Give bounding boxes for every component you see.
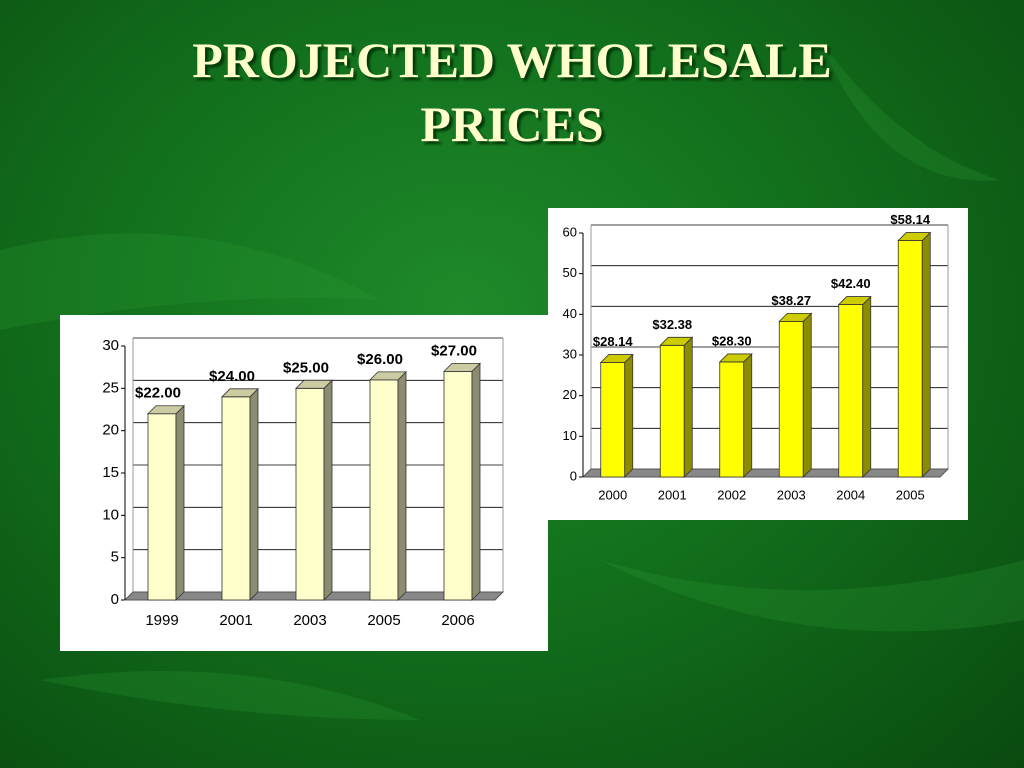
y-tick-label: 10 (102, 506, 119, 523)
back-wall-edge (132, 338, 504, 592)
bar-top (778, 312, 813, 322)
bar-top (295, 379, 333, 389)
bar-side (175, 404, 185, 601)
bar-side (743, 352, 753, 478)
bar-top (659, 336, 694, 346)
y-tick-label: 10 (563, 428, 577, 443)
y-tick-label: 25 (102, 379, 119, 396)
bar-side (683, 336, 693, 478)
bar (719, 361, 745, 478)
value-label: $28.14 (593, 334, 634, 349)
bar-side (471, 362, 481, 601)
x-tick-label: 2002 (717, 487, 746, 502)
value-label: $58.14 (890, 212, 931, 227)
y-tick-label: 60 (563, 224, 577, 239)
bar-top (443, 363, 481, 372)
x-tick-label: 2005 (367, 612, 400, 629)
y-tick-label: 20 (102, 422, 119, 439)
leaf-decoration (820, 40, 1000, 181)
back-wall-edge (590, 225, 949, 469)
bar-side (862, 295, 872, 478)
slide-title: PROJECTED WHOLESALE PRICES (192, 32, 832, 152)
x-tick-label: 2006 (441, 612, 474, 629)
value-label: $22.00 (135, 385, 181, 402)
bar (443, 370, 473, 601)
bar-side (921, 231, 931, 478)
bar-side (802, 312, 812, 478)
value-label: $25.00 (283, 359, 329, 376)
bar-top (147, 405, 185, 415)
bar (600, 362, 626, 478)
bar-top (369, 371, 407, 381)
bar-top (718, 353, 753, 363)
x-tick-label: 2004 (836, 487, 865, 502)
y-tick-label: 20 (563, 387, 577, 402)
floor (581, 468, 950, 478)
bar-side (249, 387, 259, 601)
x-tick-label: 2000 (598, 487, 627, 502)
value-label: $32.38 (652, 317, 692, 332)
y-tick-label: 30 (563, 346, 577, 361)
y-tick-label: 30 (102, 337, 119, 354)
bar-top (837, 296, 872, 305)
x-tick-label: 2003 (293, 612, 326, 629)
bar-top (897, 232, 932, 241)
x-tick-label: 1999 (145, 612, 178, 629)
value-label: $27.00 (431, 342, 477, 359)
bar (369, 379, 399, 601)
x-tick-label: 2005 (896, 487, 925, 502)
bar (221, 396, 251, 601)
x-tick-label: 2001 (219, 612, 252, 629)
x-tick-label: 2003 (777, 487, 806, 502)
leaf-decoration (40, 671, 420, 720)
y-tick-label: 15 (102, 464, 119, 481)
y-tick-label: 50 (563, 265, 577, 280)
y-tick-label: 0 (570, 468, 577, 483)
value-label: $38.27 (771, 293, 811, 308)
bar (838, 304, 864, 478)
value-label: $42.40 (831, 276, 871, 291)
y-tick-label: 5 (111, 549, 119, 566)
bar-side (397, 370, 407, 601)
bar (295, 387, 325, 601)
value-label: $26.00 (357, 351, 403, 368)
bar-top (221, 388, 259, 398)
x-tick-label: 2001 (658, 487, 687, 502)
bar (147, 413, 177, 601)
leaf-decoration (600, 560, 1024, 632)
bar (778, 320, 804, 478)
bar-top (599, 354, 634, 363)
y-tick-label: 40 (563, 306, 577, 321)
bar-side (323, 379, 333, 601)
y-tick-label: 0 (111, 591, 119, 608)
value-label: $28.30 (712, 333, 752, 348)
leaf-decoration (0, 233, 380, 330)
bar-side (624, 353, 634, 478)
value-label: $24.00 (209, 368, 255, 385)
bar (659, 344, 685, 478)
bar (897, 240, 923, 478)
